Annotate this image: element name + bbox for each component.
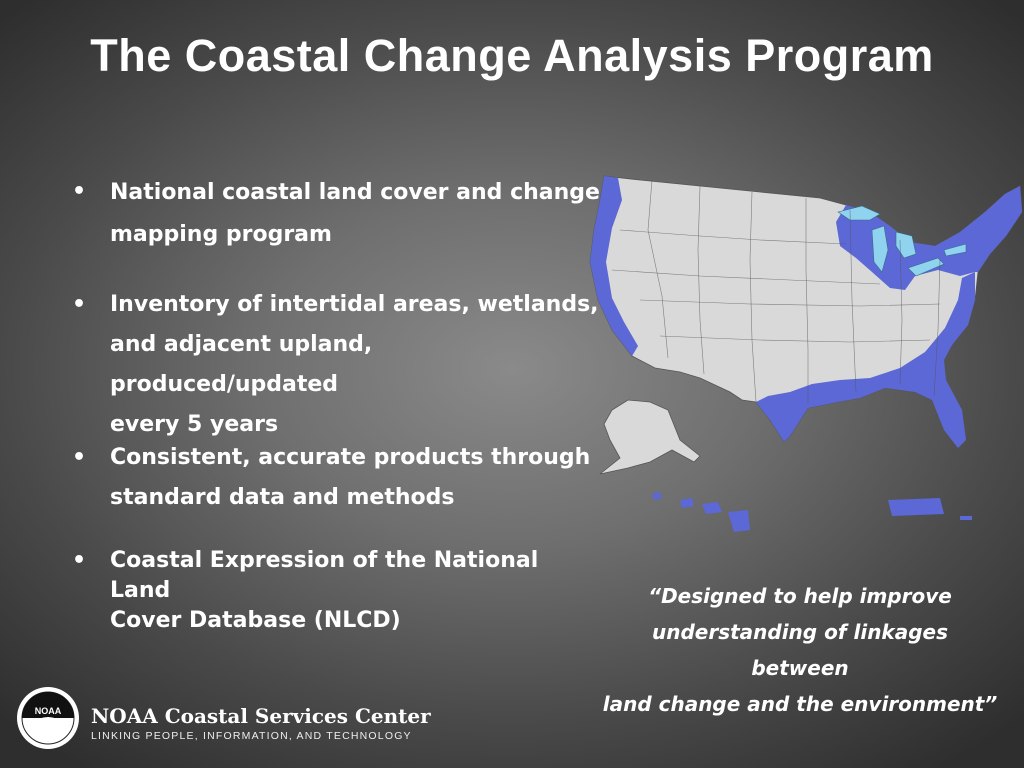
us-coastal-zone-map: [589, 175, 1023, 532]
bullet-line: Inventory of intertidal areas, wetlands,: [110, 292, 599, 317]
state-borders: [611, 179, 941, 404]
bullet-line: National coastal land cover and change: [110, 180, 600, 205]
bullet-text: Coastal Expression of the National Land …: [110, 546, 600, 636]
hawaii-islands: [652, 492, 750, 532]
great-lakes: [837, 205, 967, 277]
slide-title: The Coastal Change Analysis Program: [90, 30, 934, 81]
bullet-text: Consistent, accurate products through st…: [110, 438, 600, 518]
bullet-marker: •: [72, 179, 87, 204]
bullet-line: and adjacent upland, produced/updated: [110, 332, 373, 397]
puerto-rico: [888, 498, 944, 516]
bullet-line: standard data and methods: [110, 485, 455, 510]
bullet-text: National coastal land cover and change m…: [110, 172, 600, 256]
bullet-line: mapping program: [110, 222, 332, 247]
alaska-land: [599, 399, 701, 475]
org-name: NOAA Coastal Services Center: [91, 704, 431, 728]
footer-branding: NOAA NOAA Coastal Services Center LINKIN…: [16, 686, 436, 756]
noaa-logo-icon: NOAA: [17, 687, 79, 749]
bullet-marker: •: [72, 292, 87, 317]
bullet-line: Coastal Expression of the National Land: [110, 548, 539, 603]
quote-line: understanding of linkages between: [651, 620, 949, 680]
org-tagline: LINKING PEOPLE, INFORMATION, AND TECHNOL…: [91, 730, 412, 742]
quote-line: land change and the environment”: [602, 692, 998, 716]
noaa-logo-text: NOAA: [35, 706, 62, 716]
bullet-marker: •: [72, 548, 87, 573]
bullet-line: Cover Database (NLCD): [110, 608, 401, 633]
quote-line: “Designed to help improve: [648, 584, 952, 608]
bullet-line: every 5 years: [110, 412, 279, 437]
quote-block: “Designed to help improve understanding …: [600, 578, 1000, 722]
bullet-marker: •: [72, 445, 87, 470]
bullet-text: Inventory of intertidal areas, wetlands,…: [110, 285, 600, 445]
bullet-line: Consistent, accurate products through: [110, 445, 591, 470]
virgin-islands: [960, 516, 972, 520]
